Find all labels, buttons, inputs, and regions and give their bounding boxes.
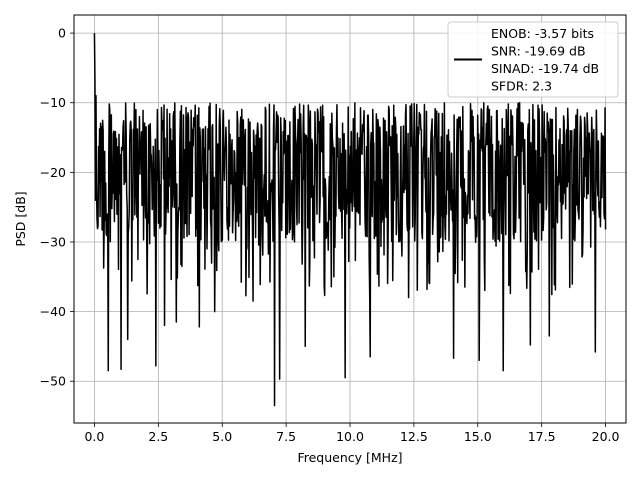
y-tick-label: −20 xyxy=(40,165,66,180)
psd-series-line xyxy=(93,33,607,407)
legend-snr: SNR: -19.69 dB xyxy=(491,44,586,59)
legend-box xyxy=(447,21,619,98)
x-axis: 0.0 2.5 5.0 7.5 10.0 12.5 15.0 17.5 20.0 xyxy=(84,423,620,444)
y-tick-label: −10 xyxy=(40,95,66,110)
x-tick-label: 7.5 xyxy=(276,429,296,444)
y-tick-label: −50 xyxy=(40,374,66,389)
y-axis: 0 −10 −20 −30 −40 −50 xyxy=(40,26,74,389)
x-tick-label: 10.0 xyxy=(336,429,364,444)
x-tick-label: 2.5 xyxy=(148,429,168,444)
legend-enob: ENOB: -3.57 bits xyxy=(491,26,594,41)
psd-line-layer xyxy=(93,33,607,407)
x-axis-label: Frequency [MHz] xyxy=(297,450,402,465)
legend-sfdr: SFDR: 2.3 xyxy=(491,79,552,94)
y-tick-label: −40 xyxy=(40,304,66,319)
y-axis-label: PSD [dB] xyxy=(13,191,28,246)
legend: ENOB: -3.57 bits SNR: -19.69 dB SINAD: -… xyxy=(447,21,619,98)
x-tick-label: 15.0 xyxy=(464,429,492,444)
x-tick-label: 12.5 xyxy=(400,429,428,444)
x-tick-label: 20.0 xyxy=(592,429,620,444)
x-tick-label: 0.0 xyxy=(84,429,104,444)
y-tick-label: −30 xyxy=(40,234,66,249)
x-tick-label: 17.5 xyxy=(528,429,556,444)
legend-sinad: SINAD: -19.74 dB xyxy=(491,61,599,76)
y-tick-label: 0 xyxy=(58,26,66,41)
x-tick-label: 5.0 xyxy=(212,429,232,444)
